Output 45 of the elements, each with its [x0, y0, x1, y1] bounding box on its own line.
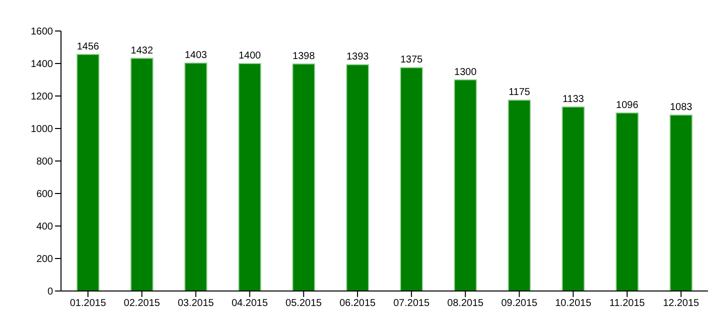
x-tick-label: 11.2015 [609, 298, 646, 310]
data-label: 1300 [454, 66, 477, 78]
y-tick-label: 0 [47, 286, 54, 298]
bar [184, 62, 208, 291]
data-label: 1096 [616, 100, 639, 111]
x-tick-label: 07.2015 [393, 298, 430, 310]
data-label: 1175 [508, 87, 531, 98]
bar [238, 63, 262, 291]
bar [76, 54, 100, 291]
y-tick-label: 1200 [30, 92, 54, 103]
y-tick-label: 1000 [30, 124, 54, 136]
x-tick-label: 12.2015 [662, 298, 700, 310]
data-label: 1403 [184, 50, 208, 62]
bar [130, 58, 154, 291]
bar [400, 67, 423, 291]
data-label: 1400 [238, 50, 262, 62]
bar [346, 64, 370, 291]
y-tick-label: 1600 [30, 26, 54, 38]
x-tick-label: 08.2015 [447, 298, 484, 310]
y-tick-label: 200 [36, 254, 54, 266]
bar [562, 106, 585, 291]
y-tick-label: 600 [36, 189, 54, 200]
x-tick-label: 10.2015 [555, 298, 592, 310]
data-label: 1456 [76, 41, 100, 52]
data-label: 1398 [292, 50, 316, 62]
data-label: 1432 [130, 45, 154, 56]
bar [454, 79, 477, 291]
x-tick-label: 09.2015 [501, 298, 538, 310]
x-tick-label: 01.2015 [70, 298, 106, 310]
y-tick-label: 800 [36, 156, 54, 168]
x-tick-label: 05.2015 [286, 298, 322, 310]
bar [670, 114, 693, 291]
x-tick-label: 06.2015 [339, 298, 376, 310]
bar [508, 100, 531, 291]
bar [616, 112, 639, 291]
data-label: 1083 [670, 102, 693, 114]
data-label: 1133 [562, 94, 584, 105]
y-tick-label: 400 [36, 222, 54, 233]
x-tick-label: 03.2015 [178, 298, 214, 310]
bar [292, 63, 316, 291]
data-label: 1393 [346, 52, 370, 63]
y-tick-label: 1400 [30, 59, 54, 70]
x-tick-label: 02.2015 [124, 298, 160, 310]
data-label: 1375 [400, 54, 424, 66]
x-tick-label: 04.2015 [232, 298, 268, 310]
